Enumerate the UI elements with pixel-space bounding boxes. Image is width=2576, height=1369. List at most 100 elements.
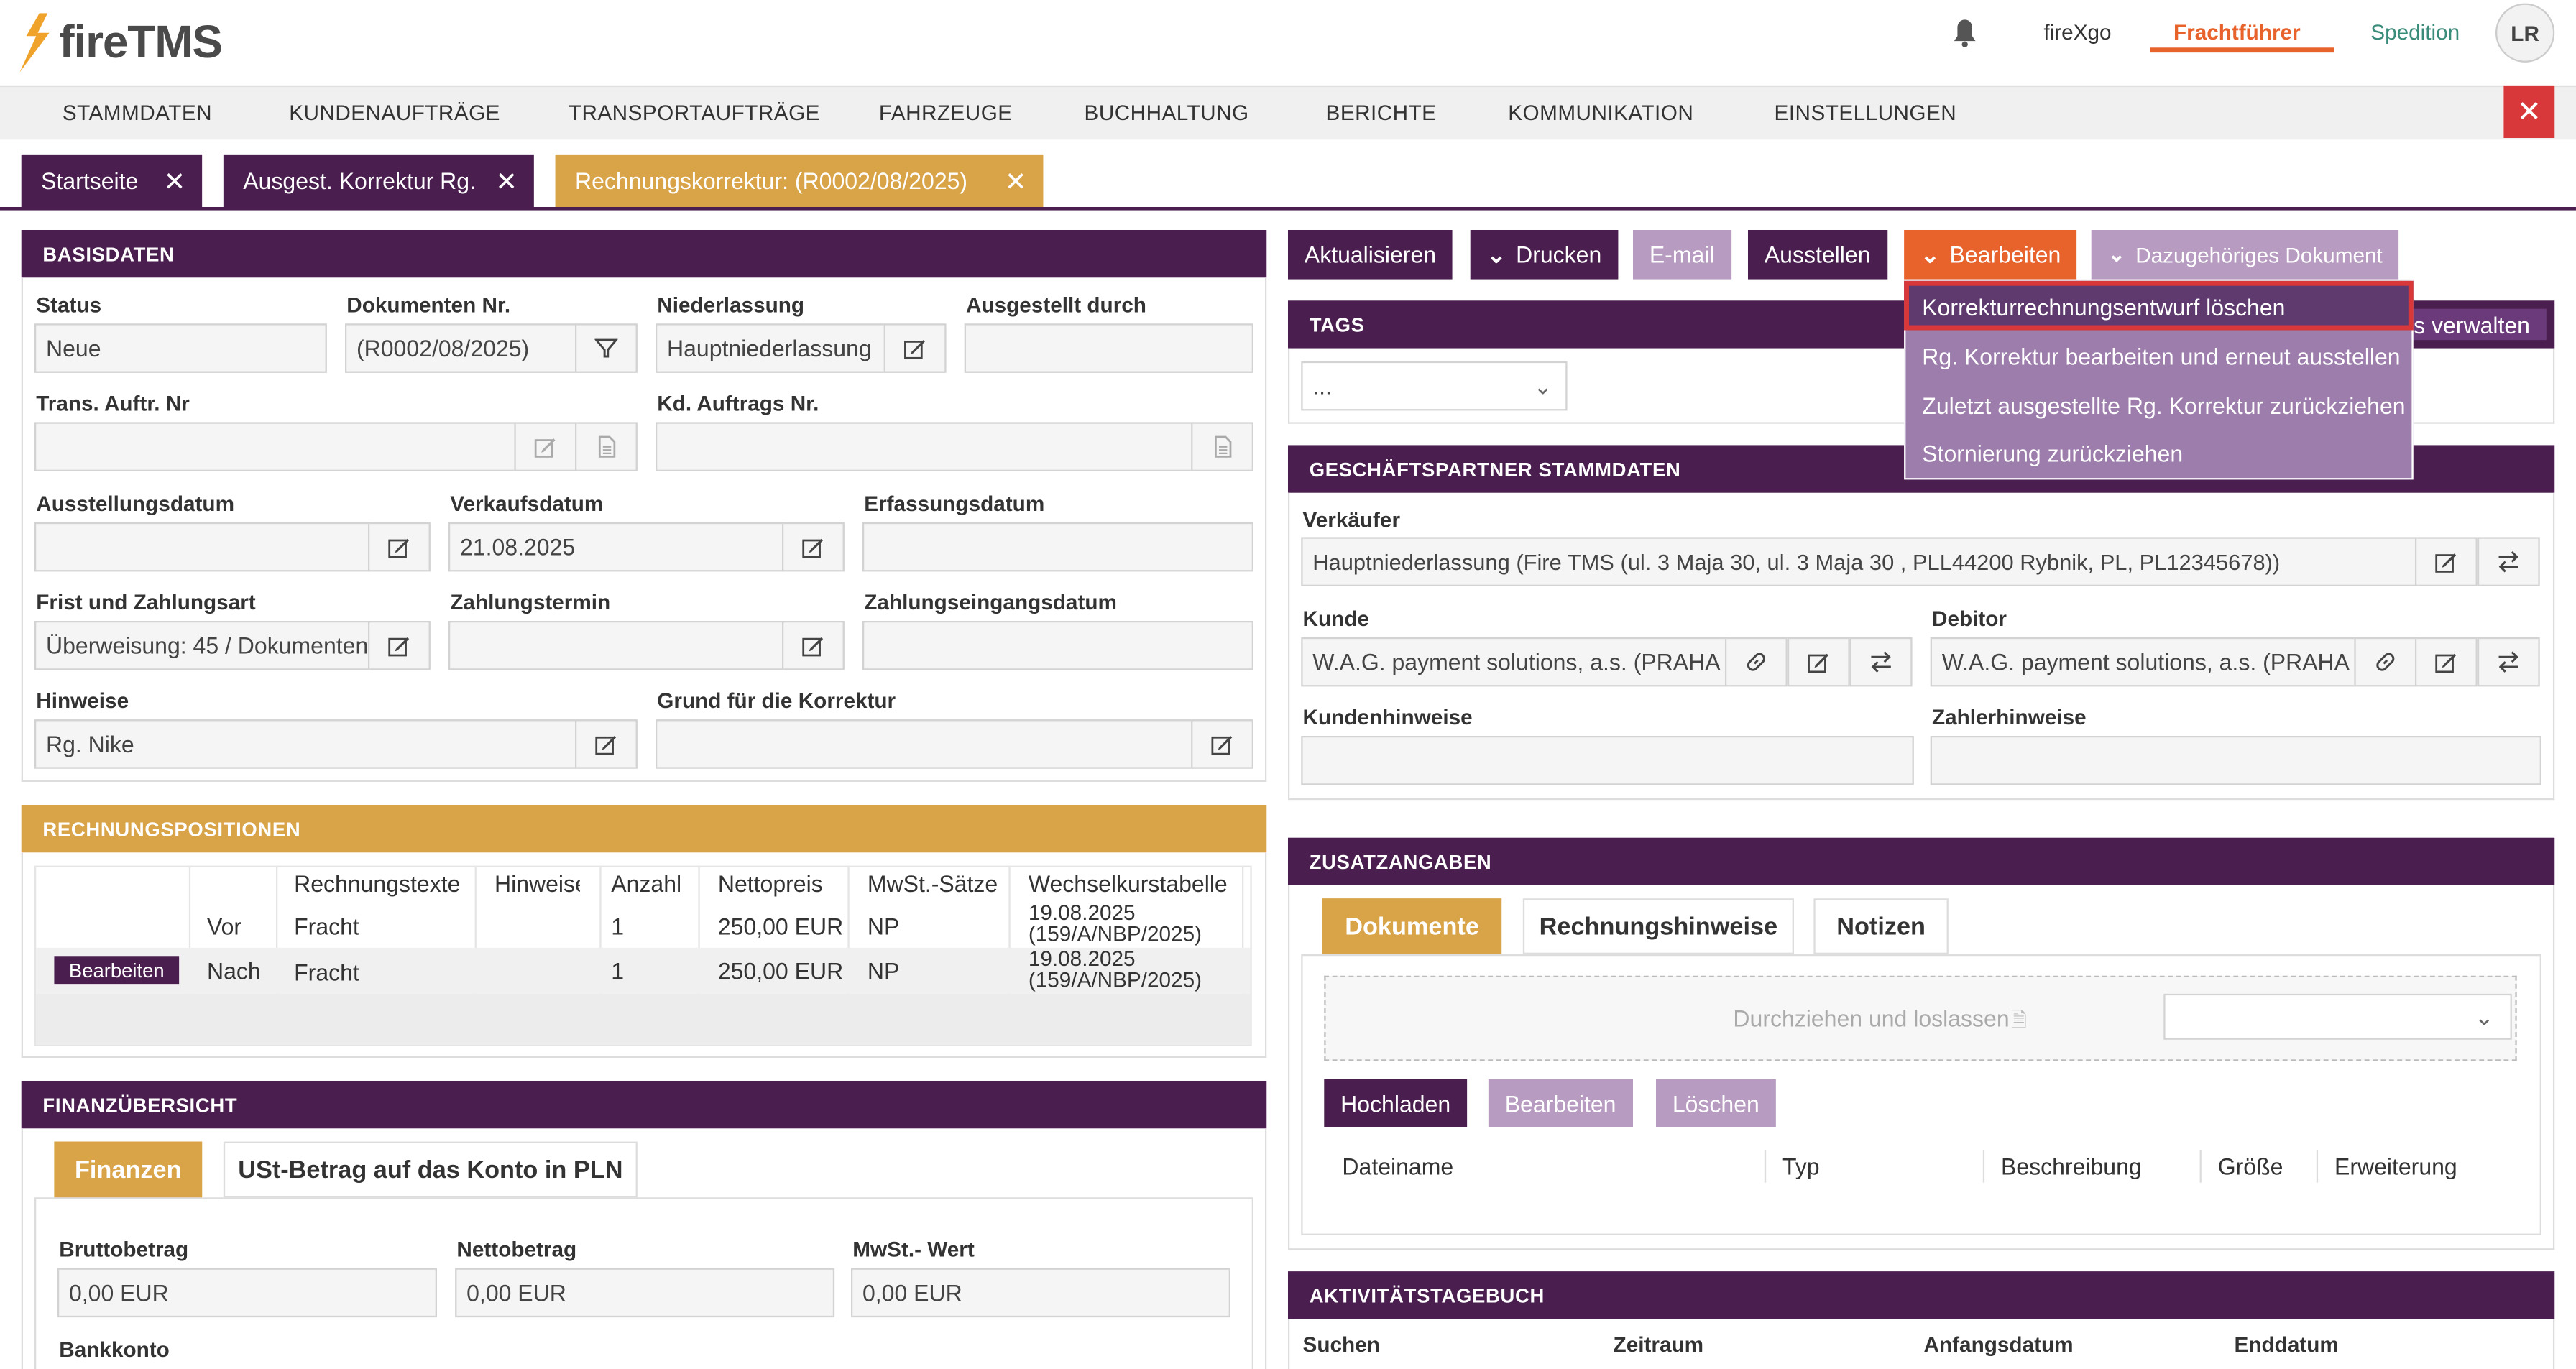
- issue-button[interactable]: Ausstellen: [1747, 229, 1887, 280]
- kd-order-doc-button[interactable]: [1191, 422, 1254, 471]
- nav-einstellungen[interactable]: EINSTELLUNGEN: [1774, 100, 1957, 125]
- branch-field[interactable]: Hauptniederlassung: [655, 323, 886, 373]
- tab-finanzen[interactable]: Finanzen: [54, 1141, 203, 1198]
- nav-transportauftraege[interactable]: TRANSPORTAUFTRÄGE: [568, 100, 820, 125]
- col-header[interactable]: MwSt.-Sätze: [867, 870, 998, 897]
- payment-label: Frist und Zahlungsart: [36, 589, 256, 614]
- upload-button[interactable]: Hochladen: [1324, 1079, 1467, 1127]
- col-header[interactable]: Beschreibung: [2000, 1153, 2142, 1180]
- kd-order-field[interactable]: [655, 422, 1195, 471]
- trans-order-edit-button[interactable]: [514, 422, 577, 471]
- close-icon[interactable]: ✕: [1004, 169, 1027, 198]
- sale-date-field[interactable]: 21.08.2025: [448, 522, 784, 572]
- payment-edit-button[interactable]: [367, 620, 431, 670]
- close-icon[interactable]: ✕: [163, 169, 186, 198]
- seller-edit-button[interactable]: [2414, 537, 2478, 586]
- reason-edit-button[interactable]: [1191, 719, 1254, 769]
- col-header[interactable]: Wechselkurstabelle: [1028, 870, 1228, 897]
- edit-icon: [388, 538, 410, 558]
- tab-dokumente[interactable]: Dokumente: [1322, 898, 1502, 954]
- tab-notizen[interactable]: Notizen: [1813, 898, 1949, 954]
- seller-swap-button[interactable]: [2477, 537, 2540, 586]
- menu-item-withdraw-last[interactable]: Zuletzt ausgestellte Rg. Korrektur zurüc…: [1922, 392, 2406, 419]
- brand-logo[interactable]: fireTMS: [19, 13, 223, 73]
- company-link[interactable]: fireXgo: [2043, 19, 2112, 45]
- issued-by-field[interactable]: [964, 323, 1254, 373]
- nav-berichte[interactable]: BERICHTE: [1325, 100, 1437, 125]
- close-all-tabs-button[interactable]: ✕: [2503, 85, 2555, 138]
- customer-notes-field[interactable]: [1301, 735, 1914, 785]
- filter-button[interactable]: [574, 323, 638, 373]
- debtor-link-button[interactable]: [2354, 637, 2417, 687]
- close-icon[interactable]: ✕: [495, 169, 518, 198]
- dropzone[interactable]: [1324, 975, 2517, 1061]
- doc-delete-button[interactable]: Löschen: [1655, 1079, 1776, 1127]
- tags-select[interactable]: ... ⌄: [1301, 361, 1568, 411]
- status-field[interactable]: Neue: [34, 323, 327, 373]
- docnr-field[interactable]: (R0002/08/2025): [344, 323, 577, 373]
- col-header[interactable]: Anzahl: [611, 870, 682, 897]
- customer-link-button[interactable]: [1724, 637, 1788, 687]
- col-header[interactable]: Rechnungstexte: [294, 870, 461, 897]
- dropzone-text: Durchziehen und loslassen: [1733, 1005, 2010, 1032]
- gross-field[interactable]: 0,00 EUR: [57, 1268, 437, 1318]
- tab-ust-betrag[interactable]: USt-Betrag auf das Konto in PLN: [223, 1141, 638, 1198]
- notes-field[interactable]: Rg. Nike: [34, 719, 577, 769]
- col-header[interactable]: Hinweise: [494, 870, 580, 897]
- trans-order-doc-button[interactable]: [574, 422, 638, 471]
- col-header[interactable]: Nettopreis: [717, 870, 823, 897]
- notes-edit-button[interactable]: [574, 719, 638, 769]
- due-edit-button[interactable]: [781, 620, 845, 670]
- menu-item-delete-draft[interactable]: Korrekturrechnungsentwurf löschen: [1922, 294, 2286, 321]
- nav-stammdaten[interactable]: STAMMDATEN: [62, 100, 213, 125]
- email-button[interactable]: E-mail: [1632, 229, 1731, 280]
- col-header[interactable]: Größe: [2217, 1153, 2283, 1180]
- col-header[interactable]: Dateiname: [1342, 1153, 1454, 1180]
- menu-item-edit-reissue[interactable]: Rg. Korrektur bearbeiten und erneut auss…: [1922, 343, 2401, 370]
- issue-date-field[interactable]: [34, 522, 370, 572]
- debtor-edit-button[interactable]: [2414, 637, 2478, 687]
- col-header[interactable]: Typ: [1782, 1153, 1820, 1180]
- debtor-field[interactable]: W.A.G. payment solutions, a.s. (PRAHA 4: [1930, 637, 2356, 687]
- reason-field[interactable]: [655, 719, 1193, 769]
- customer-edit-button[interactable]: [1787, 637, 1850, 687]
- nav-kundenauftraege[interactable]: KUNDENAUFTRÄGE: [289, 100, 500, 125]
- print-button[interactable]: ⌄ Drucken: [1470, 229, 1619, 280]
- customer-field[interactable]: W.A.G. payment solutions, a.s. (PRAHA 4: [1301, 637, 1727, 687]
- manage-tags-button[interactable]: s verwalten: [2401, 308, 2547, 341]
- nav-buchhaltung[interactable]: BUCHHALTUNG: [1084, 100, 1249, 125]
- row-edit-button[interactable]: Bearbeiten: [54, 956, 180, 985]
- seller-field[interactable]: Hauptniederlassung (Fire TMS (ul. 3 Maja…: [1301, 537, 2417, 586]
- nav-kommunikation[interactable]: KOMMUNIKATION: [1508, 100, 1694, 125]
- issue-date-edit-button[interactable]: [367, 522, 431, 572]
- entry-date-field[interactable]: [862, 522, 1254, 572]
- payment-field[interactable]: Überweisung: 45 / Dokumenten: [34, 620, 370, 670]
- refresh-button[interactable]: Aktualisieren: [1287, 229, 1453, 280]
- edit-dropdown-button[interactable]: ⌄ Bearbeiten: [1904, 229, 2078, 280]
- branch-edit-button[interactable]: [883, 323, 947, 373]
- trans-order-field[interactable]: [34, 422, 516, 471]
- bell-icon[interactable]: [1951, 18, 1978, 47]
- tab-rechnungshinweise[interactable]: Rechnungshinweise: [1522, 898, 1794, 954]
- due-field[interactable]: [448, 620, 784, 670]
- nav-fahrzeuge[interactable]: FAHRZEUGE: [878, 100, 1013, 125]
- avatar[interactable]: LR: [2495, 3, 2555, 63]
- debtor-swap-button[interactable]: [2477, 637, 2540, 687]
- received-field[interactable]: [862, 620, 1254, 670]
- tab-rechnungskorrektur[interactable]: Rechnungskorrektur: (R0002/08/2025) ✕: [555, 154, 1044, 207]
- related-document-button[interactable]: ⌄ Dazugehöriges Dokument: [2091, 229, 2399, 280]
- payer-notes-field[interactable]: [1930, 735, 2542, 785]
- menu-item-withdraw-cancel[interactable]: Stornierung zurückziehen: [1922, 440, 2184, 467]
- role-carrier-link[interactable]: Frachtführer: [2173, 19, 2301, 45]
- tags-placeholder: ...: [1312, 372, 1332, 400]
- customer-swap-button[interactable]: [1849, 637, 1913, 687]
- role-forwarder-link[interactable]: Spedition: [2370, 19, 2460, 45]
- tab-startseite[interactable]: Startseite ✕: [21, 154, 203, 207]
- tab-ausgest-korrektur[interactable]: Ausgest. Korrektur Rg. ✕: [223, 154, 534, 207]
- net-field[interactable]: 0,00 EUR: [455, 1268, 835, 1318]
- doc-type-select[interactable]: ⌄: [2163, 993, 2512, 1040]
- doc-edit-button[interactable]: Bearbeiten: [1488, 1079, 1633, 1127]
- vat-field[interactable]: 0,00 EUR: [850, 1268, 1230, 1318]
- col-header[interactable]: Erweiterung: [2334, 1153, 2457, 1180]
- sale-date-edit-button[interactable]: [781, 522, 845, 572]
